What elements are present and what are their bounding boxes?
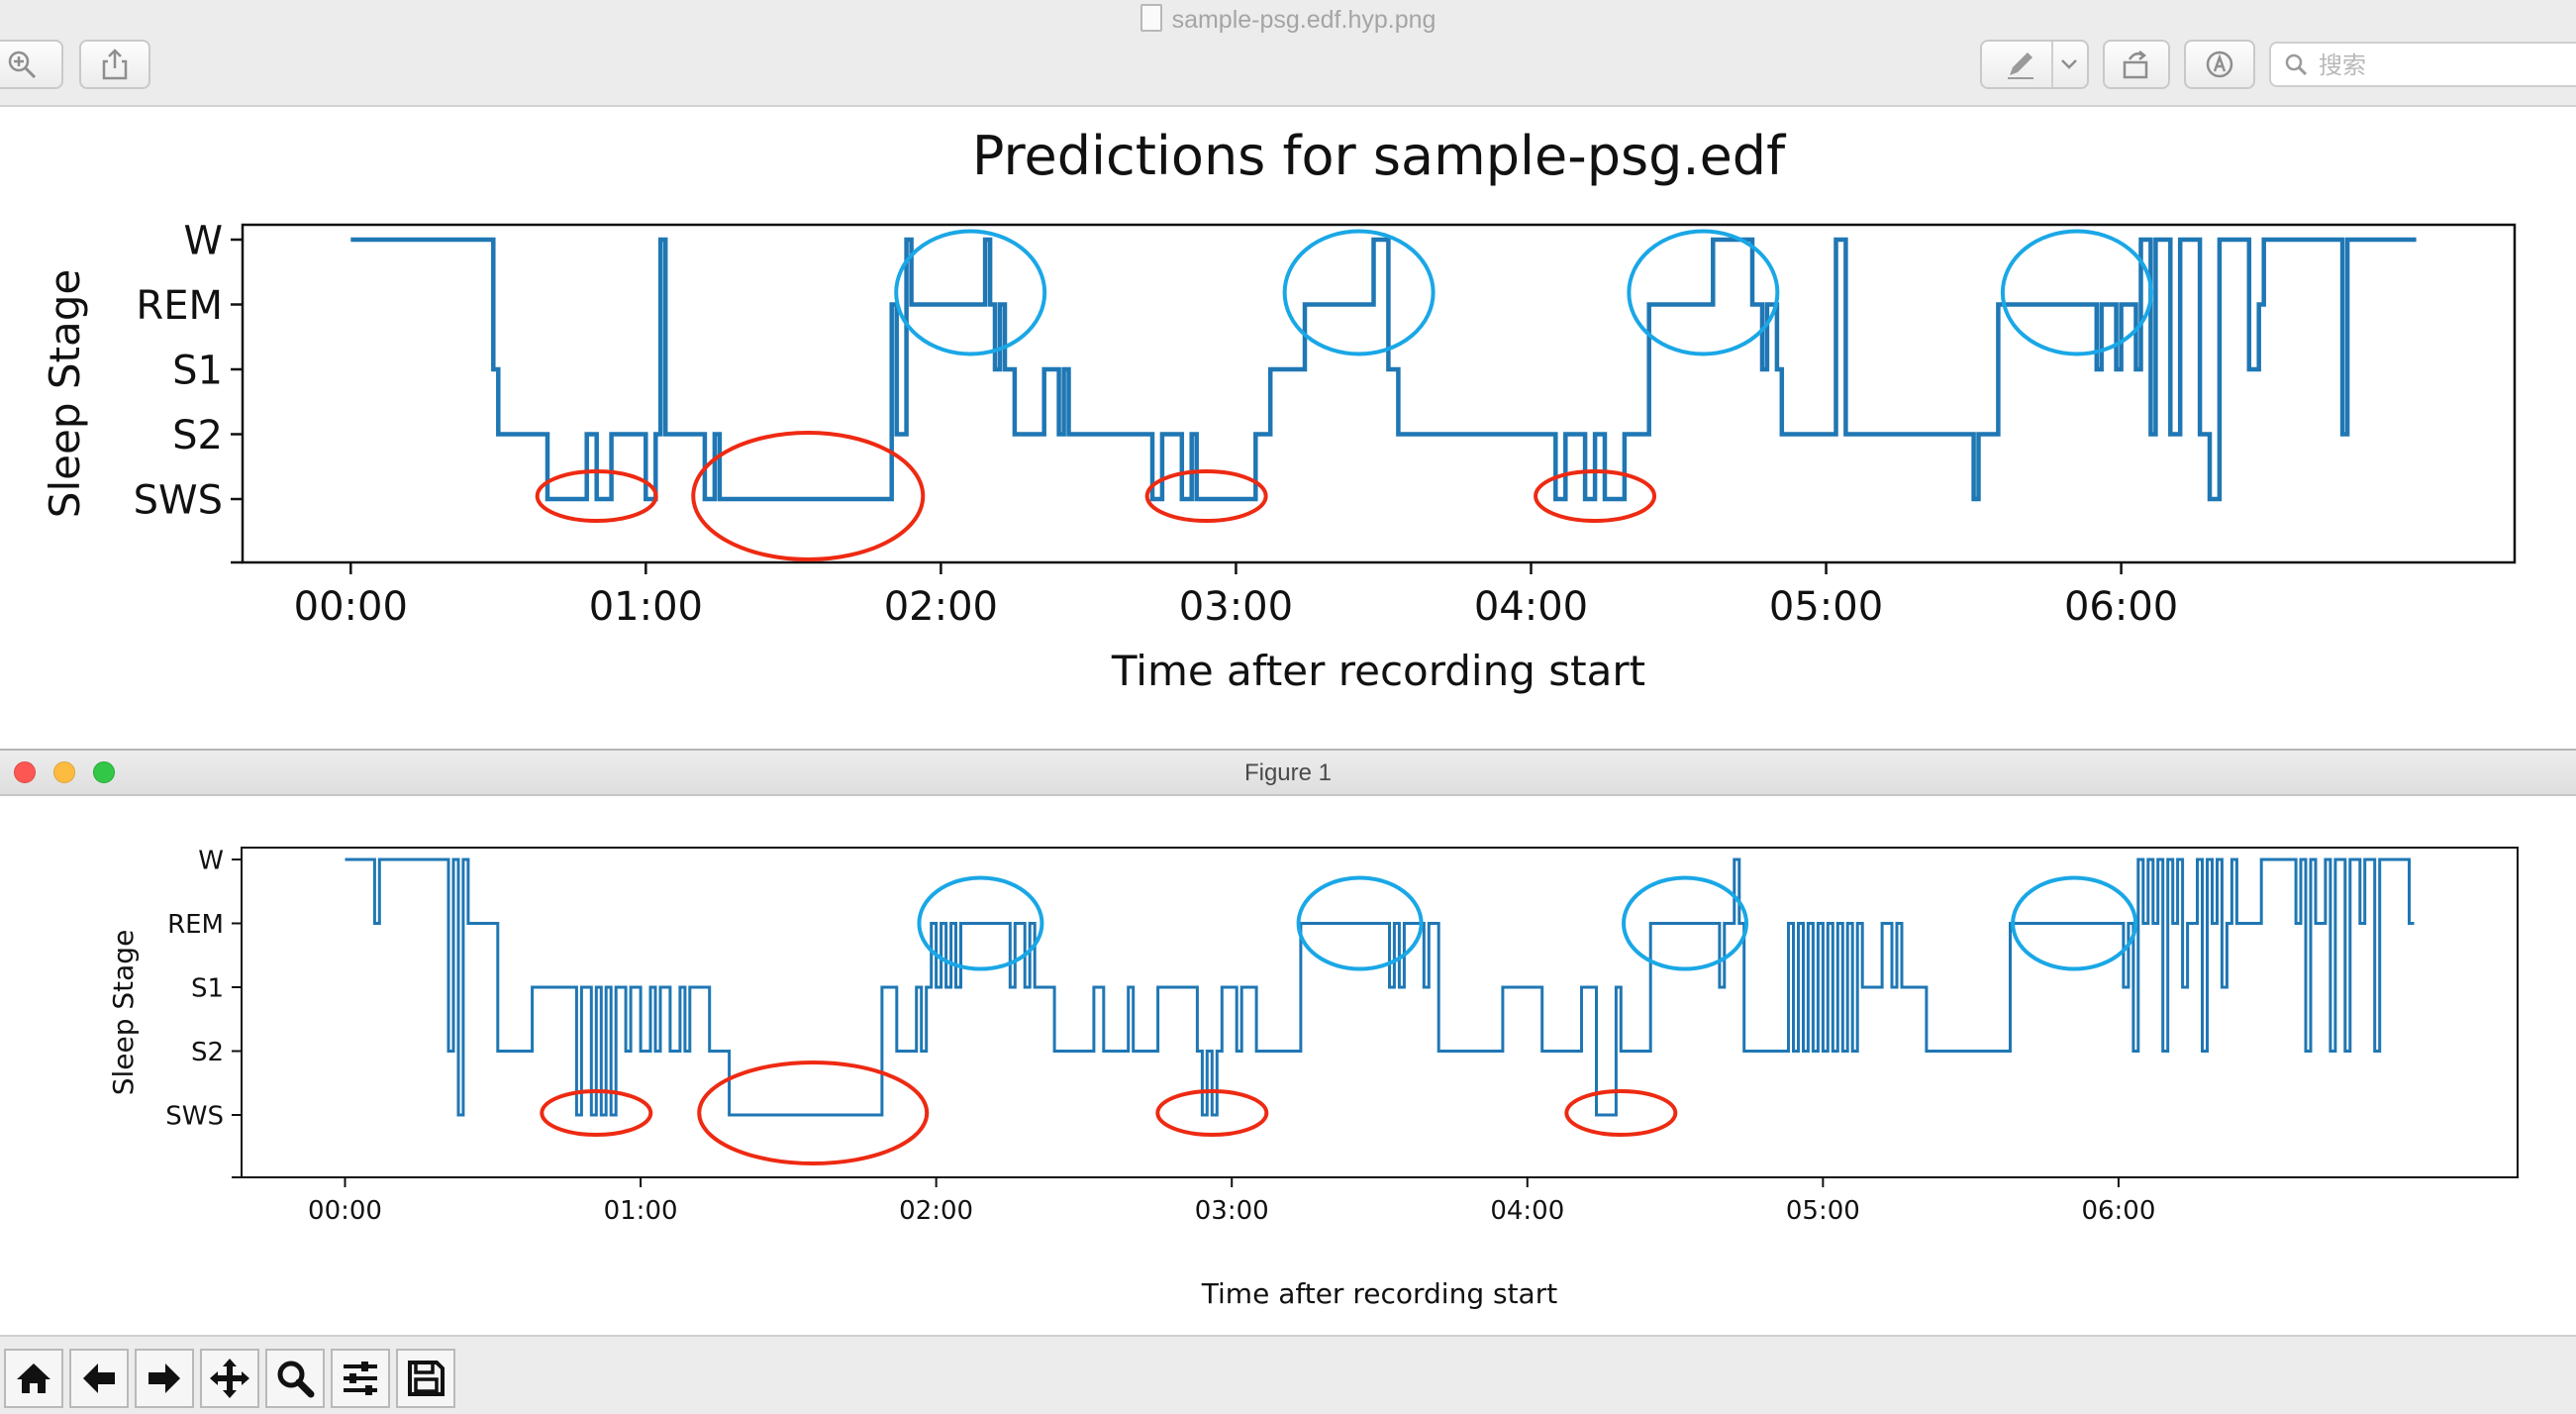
bottom-annotation-red-6 (1155, 1089, 1269, 1137)
configure-subplots-icon (344, 1362, 377, 1395)
save-icon (408, 1361, 445, 1396)
bottom-axes-frame (241, 847, 2519, 1178)
top-annotation-blue-2 (1627, 229, 1780, 356)
top-annotation-blue-1 (1282, 229, 1436, 356)
top-xtick-label-0500: 05:00 (1769, 584, 1883, 630)
search-input[interactable] (2317, 48, 2576, 83)
document-icon (1139, 4, 1162, 32)
annotate-icon (2206, 50, 2233, 78)
bottom-annotation-blue-2 (1622, 875, 1749, 971)
forward-button[interactable] (135, 1349, 194, 1408)
matplotlib-toolbar (0, 1335, 2576, 1414)
bottom-xlabel: Time after recording start (1201, 1277, 1557, 1310)
top-xtick-label-0200: 02:00 (884, 584, 998, 630)
top-annotation-red-5 (691, 431, 926, 561)
pan-move-icon (210, 1359, 249, 1398)
top-xtick-label-0600: 06:00 (2064, 584, 2178, 630)
top-xtick-label-0000: 00:00 (294, 584, 408, 630)
figure-title: Figure 1 (1243, 759, 1333, 786)
bottom-xtick-label-0500: 05:00 (1786, 1196, 1860, 1226)
bottom-xtick-label-0600: 06:00 (2081, 1196, 2155, 1226)
bottom-ytick-label-s2: S2 (191, 1038, 224, 1067)
top-annotation-red-6 (1144, 469, 1268, 523)
bottom-ylabel: Sleep Stage (107, 930, 140, 1096)
figure-chart: W REM S1 S2 SWS 00:00 01:00 02:00 03:00 04:00 05:0… (107, 846, 2519, 1310)
top-ytick-label-s2: S2 (172, 413, 223, 458)
bottom-xtick-label-0000: 00:00 (308, 1196, 382, 1226)
bottom-annotation-blue-0 (917, 875, 1044, 971)
top-xtick-label-0300: 03:00 (1179, 584, 1293, 630)
rotate-button[interactable] (2103, 40, 2170, 89)
search-box[interactable] (2269, 42, 2576, 87)
top-series-hypnogram (350, 237, 2417, 502)
preview-title-text: sample-psg.edf.hyp.png (1171, 6, 1437, 34)
rotate-icon (2123, 50, 2148, 79)
top-annotation-red-4 (535, 469, 658, 523)
back-button[interactable] (69, 1349, 129, 1408)
configure-subplots-button[interactable] (331, 1349, 390, 1408)
bottom-xtick-label-0100: 01:00 (604, 1196, 678, 1226)
bottom-ytick-label-s1: S1 (191, 973, 224, 1003)
close-window-button[interactable] (14, 761, 36, 783)
chevron-down-icon (2061, 59, 2077, 69)
bottom-annotation-red-7 (1564, 1089, 1678, 1137)
bottom-ytick-label-w: W (198, 846, 224, 875)
bottom-ytick-label-sws: SWS (165, 1101, 224, 1131)
share-button[interactable] (79, 40, 150, 89)
button-divider (2051, 42, 2053, 87)
top-ytick-label-rem: REM (136, 283, 223, 329)
markup-pen-button[interactable] (1980, 40, 2089, 89)
bottom-annotation-red-4 (540, 1089, 653, 1137)
bottom-xtick-label-0300: 03:00 (1195, 1196, 1269, 1226)
search-icon (2285, 53, 2308, 76)
share-icon (102, 49, 128, 80)
pan-button[interactable] (200, 1349, 259, 1408)
zoom-icon (277, 1361, 315, 1398)
figure-window: Figure 1 W REM S1 S2 SWS 00:00 01:00 02:00 03:00… (0, 749, 2576, 1414)
top-title: Predictions for sample-psg.edf (972, 125, 1787, 187)
zoom-in-icon (8, 50, 37, 79)
preview-titlebar: sample-psg.edf.hyp.png (0, 0, 2576, 107)
top-annotation-red-7 (1534, 469, 1657, 523)
top-ytick-label-w: W (183, 218, 223, 263)
bottom-ytick-label-rem: REM (167, 910, 224, 940)
bottom-xtick-label-0400: 04:00 (1490, 1196, 1564, 1226)
bottom-annotation-red-5 (697, 1060, 930, 1165)
figure-titlebar: Figure 1 (0, 751, 2576, 796)
top-ytick-label-s1: S1 (172, 348, 223, 393)
back-arrow-icon (83, 1364, 115, 1393)
bottom-annotation-blue-1 (1296, 875, 1424, 971)
bottom-xtick-label-0200: 02:00 (899, 1196, 973, 1226)
top-xtick-label-0400: 04:00 (1474, 584, 1588, 630)
bottom-annotation-blue-3 (2011, 875, 2138, 971)
markup-pen-icon (2008, 52, 2033, 79)
top-xtick-label-0100: 01:00 (589, 584, 703, 630)
preview-window: sample-psg.edf.hyp.png Predictions for s… (0, 0, 2576, 695)
home-icon (17, 1364, 50, 1393)
top-annotation-blue-0 (894, 229, 1047, 356)
bottom-series-hypnogram (345, 858, 2415, 1117)
home-button[interactable] (4, 1349, 63, 1408)
preview-title: sample-psg.edf.hyp.png (0, 4, 2576, 35)
zoom-in-button[interactable] (0, 40, 63, 89)
preview-chart: Predictions for sample-psg.edf W REM S1 S2 SW… (41, 125, 2517, 695)
minimize-window-button[interactable] (53, 761, 75, 783)
forward-arrow-icon (149, 1364, 180, 1393)
zoom-button[interactable] (265, 1349, 325, 1408)
top-axes-frame (241, 223, 2517, 564)
zoom-window-button[interactable] (93, 761, 115, 783)
top-xlabel: Time after recording start (1111, 647, 1645, 695)
save-button[interactable] (396, 1349, 455, 1408)
top-annotation-blue-3 (2000, 229, 2153, 356)
top-ylabel: Sleep Stage (41, 269, 89, 518)
annotate-button[interactable] (2184, 40, 2255, 89)
top-ytick-label-sws: SWS (134, 477, 223, 523)
